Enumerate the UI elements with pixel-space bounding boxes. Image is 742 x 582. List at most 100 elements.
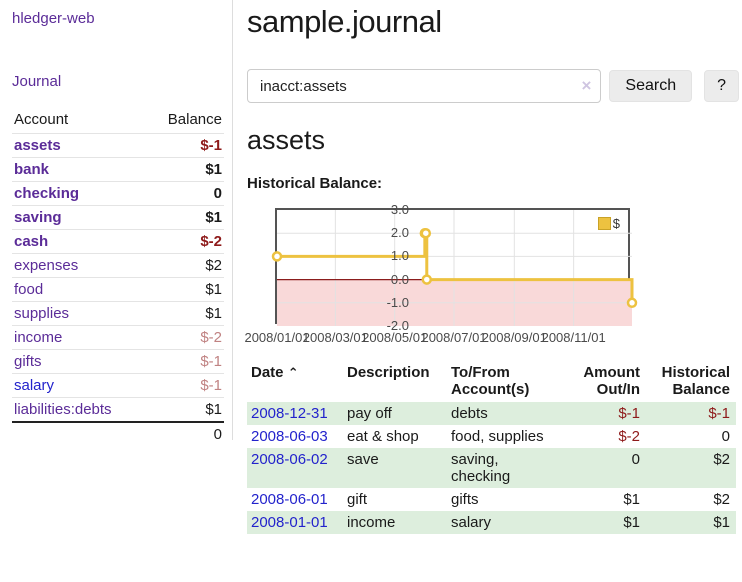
- account-row: cash $-2: [12, 229, 224, 254]
- x-axis-tick-label: 2008/11/01: [541, 330, 606, 345]
- x-axis-tick-label: 2008/01/01: [244, 330, 310, 345]
- transaction-accounts: salary: [451, 514, 492, 531]
- legend-label: $: [612, 216, 620, 231]
- app-brand-link[interactable]: hledger-web: [12, 10, 95, 27]
- sidebar-account-link-expenses[interactable]: expenses: [14, 257, 79, 274]
- sidebar-account-link-salary[interactable]: salary: [14, 377, 55, 394]
- search-input[interactable]: [247, 69, 602, 103]
- account-balance: $1: [146, 397, 224, 422]
- accounts-total-row: 0: [12, 421, 224, 446]
- chart-label: Historical Balance:: [247, 175, 383, 192]
- sidebar-item-journal[interactable]: Journal: [12, 73, 62, 90]
- accounts-total-value: 0: [146, 421, 224, 446]
- main-panel: sample.journal × Search ? assets Histori…: [244, 0, 739, 534]
- chart-legend: $: [597, 216, 620, 231]
- transaction-accounts: debts: [451, 405, 488, 422]
- transaction-balance: $2: [713, 491, 730, 508]
- clear-search-icon[interactable]: ×: [581, 76, 592, 95]
- account-balance: 0: [146, 181, 224, 206]
- transaction-description: gift: [347, 491, 368, 508]
- sidebar: hledger-web Journal Account Balance asse…: [0, 0, 233, 446]
- transaction-amount: $1: [623, 491, 640, 508]
- register-header-description: Description: [347, 364, 430, 381]
- transaction-description: eat & shop: [347, 428, 419, 445]
- chart-plot-area: $: [271, 208, 638, 326]
- y-axis-tick-label: 3.0: [390, 202, 409, 217]
- sidebar-account-link-checking[interactable]: checking: [14, 185, 80, 202]
- account-row: salary $-1: [12, 373, 224, 398]
- transaction-accounts: saving, checking: [451, 451, 511, 485]
- register-row: 2008-06-01 gift gifts $1 $2: [247, 488, 736, 511]
- y-axis-tick-label: 2.0: [390, 225, 409, 241]
- account-balance: $1: [146, 277, 224, 302]
- register-header-accounts: To/From Account(s): [451, 364, 530, 398]
- register-header-balance: Historical Balance: [661, 364, 730, 398]
- sidebar-account-link-saving[interactable]: saving: [14, 209, 62, 226]
- transaction-date-link[interactable]: 2008-06-01: [251, 491, 328, 508]
- sidebar-account-link-cash[interactable]: cash: [14, 233, 49, 250]
- help-button[interactable]: ?: [704, 70, 739, 102]
- x-axis-tick-label: 2008/05/01: [362, 330, 428, 345]
- account-row: expenses $2: [12, 253, 224, 278]
- historical-balance-chart: $ 3.0 2.0 1.0 0.0 -1.0 -2.0 2008/01/01 2008/03/…: [244, 202, 739, 346]
- account-balance: $-1: [146, 133, 224, 158]
- transaction-balance: $1: [713, 514, 730, 531]
- accounts-header-balance: Balance: [167, 111, 222, 128]
- account-row: food $1: [12, 277, 224, 302]
- legend-swatch-icon: [597, 217, 611, 230]
- account-row: saving $1: [12, 205, 224, 230]
- transaction-description: income: [347, 514, 396, 531]
- transaction-date-link[interactable]: 2008-06-02: [251, 451, 328, 468]
- sidebar-account-link-food[interactable]: food: [14, 281, 44, 298]
- transaction-balance: 0: [721, 428, 730, 445]
- account-balance: $2: [146, 253, 224, 278]
- transaction-date-link[interactable]: 2008-12-31: [251, 405, 328, 422]
- sidebar-account-link-gifts[interactable]: gifts: [14, 353, 42, 370]
- register-row: 2008-12-31 pay off debts $-1 $-1: [247, 402, 736, 425]
- register-row: 2008-06-02 save saving, checking 0 $2: [247, 448, 736, 488]
- account-heading: assets: [247, 125, 326, 155]
- account-balance: $-2: [146, 229, 224, 254]
- account-balance: $1: [146, 301, 224, 326]
- x-axis-tick-label: 2008/03/01: [302, 330, 368, 345]
- x-axis-tick-label: 2008/09/01: [481, 330, 547, 345]
- transaction-amount: $1: [623, 514, 640, 531]
- account-row: supplies $1: [12, 301, 224, 326]
- transaction-date-link[interactable]: 2008-01-01: [251, 514, 328, 531]
- sidebar-account-link-supplies[interactable]: supplies: [14, 305, 70, 322]
- account-row: bank $1: [12, 157, 224, 182]
- transaction-date-link[interactable]: 2008-06-03: [251, 428, 328, 445]
- y-axis-tick-label: -1.0: [386, 294, 409, 310]
- account-balance: $1: [146, 157, 224, 182]
- transaction-amount: 0: [631, 451, 640, 468]
- account-balance: $1: [146, 205, 224, 230]
- sidebar-account-link-bank[interactable]: bank: [14, 161, 50, 178]
- register-header-amount: Amount Out/In: [583, 364, 640, 398]
- account-row: liabilities:debts $1: [12, 397, 224, 422]
- transaction-accounts: gifts: [451, 491, 479, 508]
- accounts-header-account: Account: [14, 111, 69, 128]
- transaction-accounts: food, supplies: [451, 428, 544, 445]
- account-balance: $-1: [146, 373, 224, 398]
- sidebar-account-link-liabilities-debts[interactable]: liabilities:debts: [14, 401, 112, 418]
- sidebar-account-link-income[interactable]: income: [14, 329, 63, 346]
- y-axis-tick-label: 0.0: [390, 271, 409, 287]
- transaction-amount: $-1: [618, 405, 640, 422]
- register-row: 2008-01-01 income salary $1 $1: [247, 511, 736, 534]
- register-row: 2008-06-03 eat & shop food, supplies $-2 0: [247, 425, 736, 448]
- y-axis-tick-label: 1.0: [390, 248, 409, 264]
- x-axis-tick-label: 2008/07/01: [421, 330, 487, 345]
- search-button[interactable]: Search: [609, 70, 693, 102]
- register-header-date[interactable]: Date ⌃: [251, 364, 299, 381]
- accounts-table: Account Balance assets $-1 bank $1 checking 0…: [12, 108, 224, 446]
- account-balance: $-1: [146, 349, 224, 374]
- account-row: gifts $-1: [12, 349, 224, 374]
- account-row: checking 0: [12, 181, 224, 206]
- transaction-balance: $2: [713, 451, 730, 468]
- page-title: sample.journal: [247, 4, 442, 39]
- account-row: income $-2: [12, 325, 224, 350]
- register-table: Date ⌃ Description To/From Account(s) Am…: [247, 362, 736, 534]
- transaction-description: pay off: [347, 405, 392, 422]
- sidebar-account-link-assets[interactable]: assets: [14, 137, 61, 154]
- transaction-description: save: [347, 451, 379, 468]
